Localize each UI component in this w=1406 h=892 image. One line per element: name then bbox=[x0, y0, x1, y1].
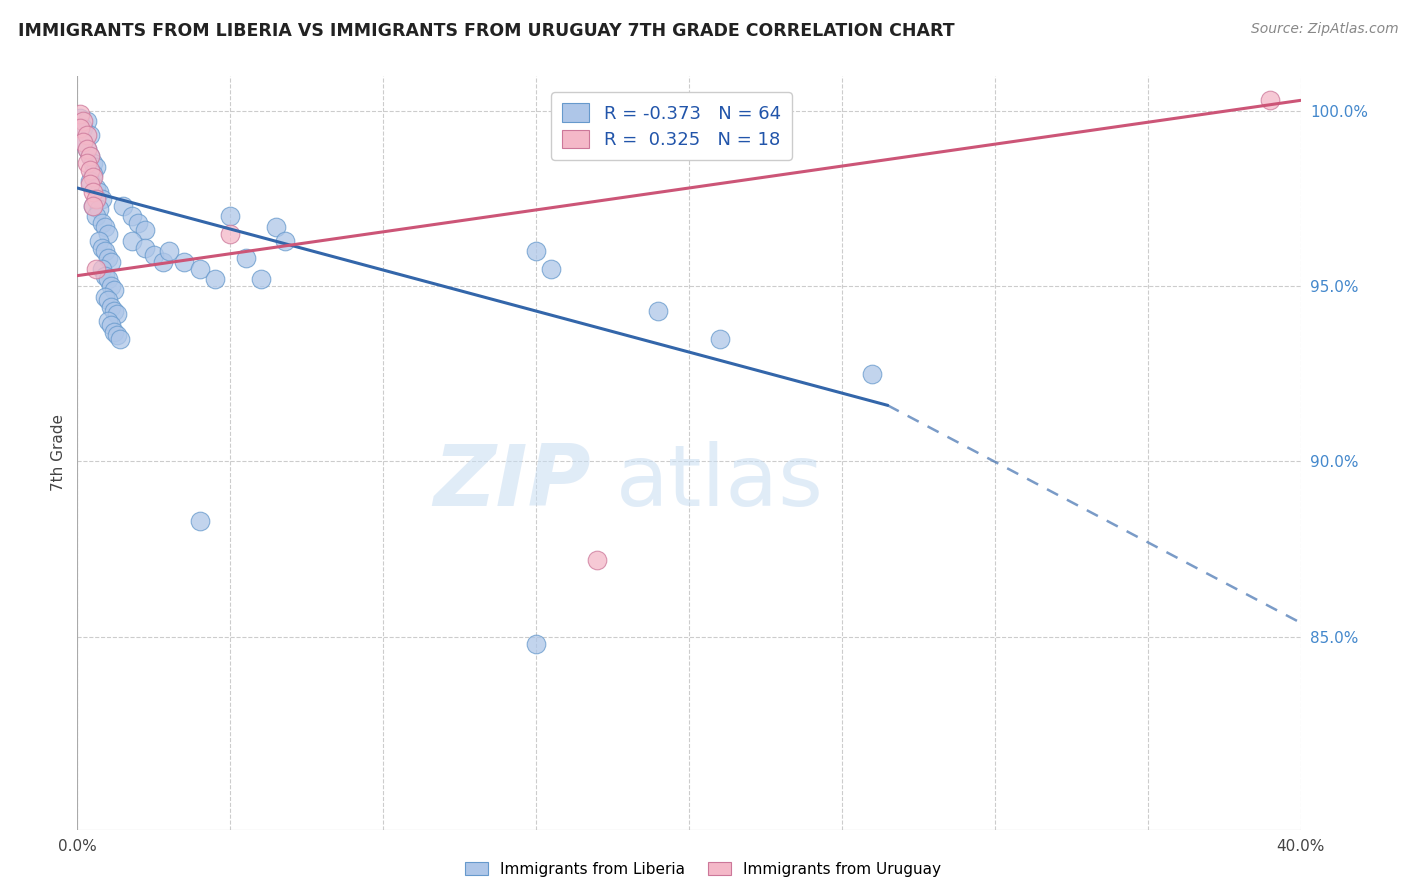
Point bbox=[76, 156, 98, 170]
Point bbox=[82, 170, 104, 185]
Point bbox=[97, 314, 120, 328]
Point bbox=[100, 300, 122, 314]
Point bbox=[103, 303, 125, 318]
Point bbox=[94, 268, 117, 283]
Point bbox=[84, 181, 107, 195]
Point bbox=[94, 219, 117, 234]
Point bbox=[90, 261, 112, 276]
Point bbox=[97, 251, 120, 265]
Point bbox=[188, 514, 211, 528]
Point bbox=[121, 209, 143, 223]
Point bbox=[82, 167, 104, 181]
Point bbox=[69, 121, 91, 136]
Point bbox=[90, 192, 112, 206]
Point bbox=[76, 143, 98, 157]
Point bbox=[94, 290, 117, 304]
Point bbox=[87, 185, 110, 199]
Point bbox=[134, 223, 156, 237]
Point bbox=[84, 160, 107, 174]
Point bbox=[274, 234, 297, 248]
Point bbox=[105, 307, 128, 321]
Point bbox=[87, 202, 110, 216]
Point bbox=[72, 136, 94, 150]
Point bbox=[100, 254, 122, 268]
Legend: R = -0.373   N = 64, R =  0.325   N = 18: R = -0.373 N = 64, R = 0.325 N = 18 bbox=[551, 93, 792, 160]
Point bbox=[204, 272, 226, 286]
Point bbox=[100, 318, 122, 332]
Point bbox=[87, 234, 110, 248]
Point bbox=[97, 272, 120, 286]
Point bbox=[97, 293, 120, 308]
Point bbox=[84, 261, 107, 276]
Point bbox=[82, 185, 104, 199]
Point bbox=[72, 121, 94, 136]
Point bbox=[264, 219, 287, 234]
Point bbox=[69, 107, 91, 121]
Point bbox=[524, 637, 547, 651]
Point bbox=[76, 114, 98, 128]
Point bbox=[105, 328, 128, 343]
Point bbox=[94, 244, 117, 259]
Point bbox=[79, 174, 101, 188]
Point bbox=[250, 272, 273, 286]
Point bbox=[72, 114, 94, 128]
Point bbox=[82, 156, 104, 170]
Point bbox=[121, 234, 143, 248]
Point bbox=[103, 283, 125, 297]
Point bbox=[72, 136, 94, 150]
Point bbox=[90, 241, 112, 255]
Text: IMMIGRANTS FROM LIBERIA VS IMMIGRANTS FROM URUGUAY 7TH GRADE CORRELATION CHART: IMMIGRANTS FROM LIBERIA VS IMMIGRANTS FR… bbox=[18, 22, 955, 40]
Point bbox=[1258, 94, 1281, 108]
Point bbox=[235, 251, 257, 265]
Point bbox=[76, 143, 98, 157]
Point bbox=[103, 325, 125, 339]
Point bbox=[862, 367, 884, 381]
Point bbox=[524, 244, 547, 259]
Point bbox=[79, 149, 101, 163]
Point bbox=[647, 303, 669, 318]
Point bbox=[84, 209, 107, 223]
Y-axis label: 7th Grade: 7th Grade bbox=[51, 414, 66, 491]
Point bbox=[79, 178, 101, 192]
Point bbox=[79, 128, 101, 143]
Point bbox=[100, 279, 122, 293]
Point bbox=[108, 332, 131, 346]
Point bbox=[188, 261, 211, 276]
Point bbox=[82, 198, 104, 212]
Point bbox=[69, 111, 91, 125]
Legend: Immigrants from Liberia, Immigrants from Uruguay: Immigrants from Liberia, Immigrants from… bbox=[457, 854, 949, 884]
Point bbox=[540, 261, 562, 276]
Text: ZIP: ZIP bbox=[433, 442, 591, 524]
Point bbox=[219, 209, 242, 223]
Point bbox=[97, 227, 120, 241]
Point bbox=[79, 149, 101, 163]
Point bbox=[84, 192, 107, 206]
Point bbox=[112, 198, 135, 212]
Text: Source: ZipAtlas.com: Source: ZipAtlas.com bbox=[1251, 22, 1399, 37]
Point bbox=[173, 254, 195, 268]
Point bbox=[152, 254, 174, 268]
Point bbox=[586, 552, 609, 566]
Point bbox=[219, 227, 242, 241]
Point bbox=[709, 332, 731, 346]
Point bbox=[134, 241, 156, 255]
Point bbox=[90, 216, 112, 230]
Point bbox=[157, 244, 180, 259]
Point bbox=[76, 128, 98, 143]
Point bbox=[127, 216, 149, 230]
Point bbox=[82, 198, 104, 212]
Point bbox=[79, 163, 101, 178]
Text: atlas: atlas bbox=[616, 442, 824, 524]
Point bbox=[142, 247, 165, 261]
